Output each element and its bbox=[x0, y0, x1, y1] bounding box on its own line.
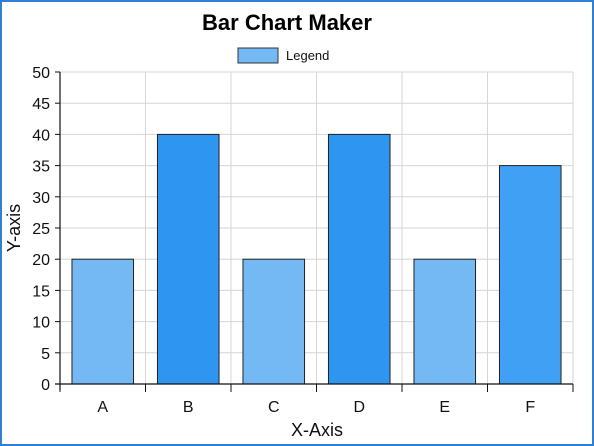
y-tick-label: 20 bbox=[32, 252, 50, 269]
bar-B bbox=[156, 133, 220, 385]
legend: Legend bbox=[237, 47, 329, 64]
x-tick-label: B bbox=[183, 399, 194, 416]
legend-label: Legend bbox=[286, 48, 329, 63]
x-tick-label: E bbox=[439, 399, 450, 416]
x-tick-label: C bbox=[268, 399, 280, 416]
y-tick-label: 10 bbox=[32, 315, 50, 332]
y-tick-label: 30 bbox=[32, 190, 50, 207]
y-tick-label: 35 bbox=[32, 159, 50, 176]
bar-E bbox=[413, 258, 477, 385]
y-tick-label: 25 bbox=[32, 221, 50, 238]
x-tick-labels: A B C D E F bbox=[97, 399, 535, 416]
bar-D bbox=[327, 133, 391, 385]
x-axis-label: X-Axis bbox=[291, 420, 343, 440]
grid bbox=[60, 71, 574, 385]
y-tick-label: 0 bbox=[41, 377, 50, 394]
axes bbox=[55, 71, 574, 392]
y-tick-label: 40 bbox=[32, 127, 50, 144]
y-tick-label: 5 bbox=[41, 346, 50, 363]
legend-swatch bbox=[237, 47, 279, 64]
x-tick-label: F bbox=[525, 399, 535, 416]
y-tick-label: 15 bbox=[32, 283, 50, 300]
y-axis-label: Y-axis bbox=[4, 204, 24, 252]
y-tick-labels: 0 5 10 15 20 25 30 35 40 45 50 bbox=[32, 65, 50, 394]
y-tick-label: 50 bbox=[32, 65, 50, 82]
x-tick-label: D bbox=[353, 399, 365, 416]
bar-A bbox=[71, 258, 135, 385]
y-tick-label: 45 bbox=[32, 96, 50, 113]
x-tick-label: A bbox=[97, 399, 108, 416]
bar-C bbox=[242, 258, 306, 385]
chart-title: Bar Chart Maker bbox=[202, 10, 372, 35]
bar-F bbox=[498, 165, 562, 385]
bars bbox=[71, 133, 562, 385]
